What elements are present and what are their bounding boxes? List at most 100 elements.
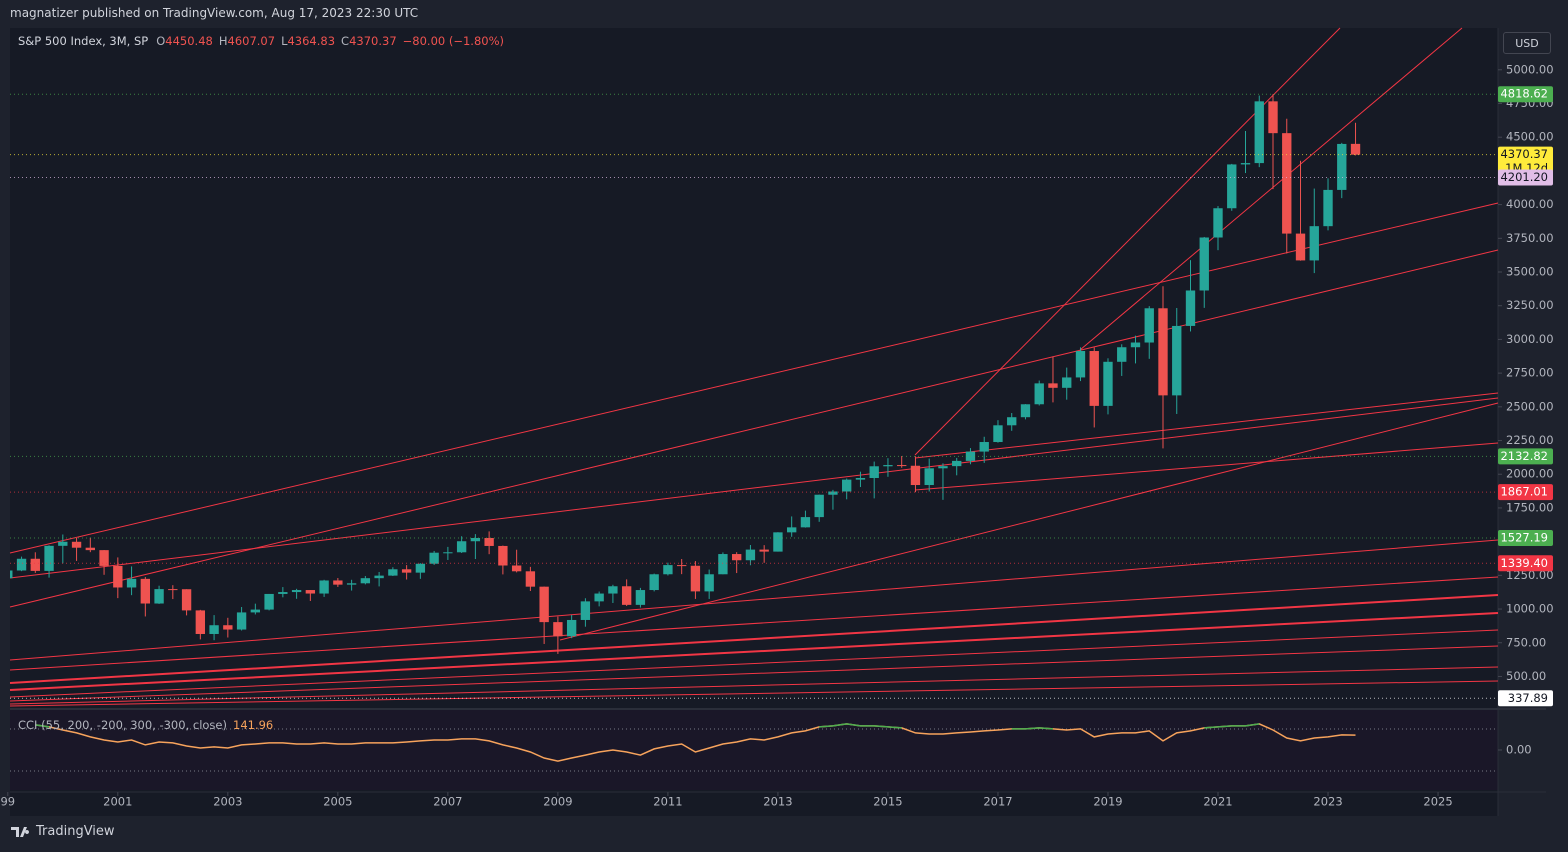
- candle-body: [113, 565, 123, 588]
- candle-body: [787, 527, 797, 533]
- candle-body: [511, 565, 522, 572]
- candle-body: [1117, 347, 1127, 362]
- candle-body: [415, 563, 426, 573]
- price-level-badge: [1498, 555, 1553, 572]
- price-level-label: 1867.01: [1500, 485, 1548, 499]
- logo-icon: [11, 826, 30, 837]
- candle-body: [676, 565, 687, 567]
- candle-body: [278, 592, 288, 594]
- y-tick-label: 4500.00: [1506, 130, 1554, 144]
- y-tick-label: 1750.00: [1506, 500, 1554, 514]
- price-level-badge: [1498, 169, 1553, 186]
- candle-body: [759, 549, 769, 552]
- candle-body: [566, 619, 577, 637]
- trend-line: [9, 680, 1499, 707]
- x-tick-label: 2011: [653, 795, 682, 809]
- candle-body: [209, 625, 219, 634]
- x-tick-label: 2021: [1203, 795, 1232, 809]
- trend-line: [9, 539, 1499, 661]
- candle-body: [1323, 189, 1333, 227]
- candle-body: [979, 442, 989, 452]
- y-tick-label: 750.00: [1506, 635, 1546, 649]
- footer: TradingView: [10, 824, 115, 839]
- trend-line: [9, 629, 1499, 698]
- candle-body: [223, 625, 233, 630]
- candle-body: [910, 465, 921, 486]
- publisher-header: magnatizer published on TradingView.com,…: [10, 6, 419, 20]
- candle-body: [1020, 404, 1031, 418]
- candle-body: [800, 517, 811, 528]
- candle-body: [1240, 163, 1251, 165]
- candle-body: [140, 578, 150, 604]
- candle-body: [594, 593, 604, 602]
- candle-body: [1350, 143, 1361, 155]
- currency-button[interactable]: USD: [1503, 32, 1551, 54]
- x-tick-label: 2007: [433, 795, 462, 809]
- candles: [10, 94, 1361, 654]
- candle-body: [608, 586, 618, 594]
- y-tick-label: 2000.00: [1506, 467, 1554, 481]
- candle-body: [154, 589, 164, 604]
- indicator-name: CCI (55, 200, -200, 300, -300, close): [18, 718, 227, 732]
- indicator-background: [10, 710, 1498, 790]
- price-level-label: 1339.40: [1500, 556, 1548, 570]
- trend-lines: [9, 27, 1499, 707]
- candle-body: [16, 558, 27, 571]
- candle-body: [195, 610, 206, 634]
- candle-body: [1213, 208, 1223, 238]
- candle-body: [1254, 101, 1264, 164]
- candle-body: [181, 589, 192, 611]
- candle-body: [993, 425, 1003, 443]
- candle-body: [842, 479, 852, 492]
- ohlc-key: H: [218, 34, 228, 48]
- candle-body: [10, 570, 13, 579]
- price-level-badge: [1498, 529, 1553, 546]
- candle-body: [1103, 361, 1113, 406]
- x-tick-label: 2001: [103, 795, 132, 809]
- x-tick-label: 2013: [763, 795, 792, 809]
- price-level-badge: [1498, 86, 1553, 103]
- candle-body: [855, 478, 866, 480]
- trend-line: [559, 402, 1499, 641]
- indicator-over: [35, 724, 50, 728]
- symbol-legend: S&P 500 Index, 3M, SP O 4450.48 H 4607.07 …: [18, 34, 510, 48]
- candle-body: [291, 590, 302, 593]
- candle-body: [360, 578, 371, 584]
- y-tick-label: 3000.00: [1506, 332, 1554, 346]
- candle-body: [374, 575, 384, 579]
- trend-line: [914, 27, 1341, 456]
- trend-line: [1079, 27, 1463, 351]
- symbol-title: S&P 500 Index, 3M, SP: [18, 34, 149, 48]
- price-level-label: 4370.37: [1500, 147, 1548, 161]
- candle-body: [401, 569, 412, 573]
- chart-background: [10, 28, 1498, 816]
- price-level-badge: [1498, 448, 1553, 465]
- indicator-over: [1204, 723, 1260, 729]
- price-level-label: 337.89: [1508, 691, 1548, 705]
- candle-body: [236, 612, 247, 630]
- footer-brand: TradingView: [36, 824, 115, 839]
- candle-body: [580, 601, 591, 620]
- trend-line: [9, 645, 1499, 702]
- candle-body: [952, 460, 962, 467]
- candle-body: [319, 580, 329, 594]
- candle-body: [745, 549, 756, 561]
- candle-body: [649, 574, 659, 591]
- indicator-tick-label: 0.00: [1506, 743, 1532, 757]
- candle-body: [429, 552, 439, 564]
- candle-body: [333, 580, 343, 585]
- x-tick-label: 2005: [323, 795, 352, 809]
- candle-body: [663, 565, 673, 575]
- candle-body: [553, 622, 563, 637]
- candle-body: [690, 565, 701, 592]
- ohlc-value: 4450.48: [165, 34, 213, 48]
- x-tick-label: 2003: [213, 795, 242, 809]
- price-level-label: 1527.19: [1500, 530, 1548, 544]
- x-tick-label: 99: [0, 795, 15, 809]
- trend-line: [914, 392, 1499, 459]
- trend-line: [914, 442, 1499, 491]
- candle-body: [1034, 383, 1044, 405]
- candle-body: [773, 532, 783, 552]
